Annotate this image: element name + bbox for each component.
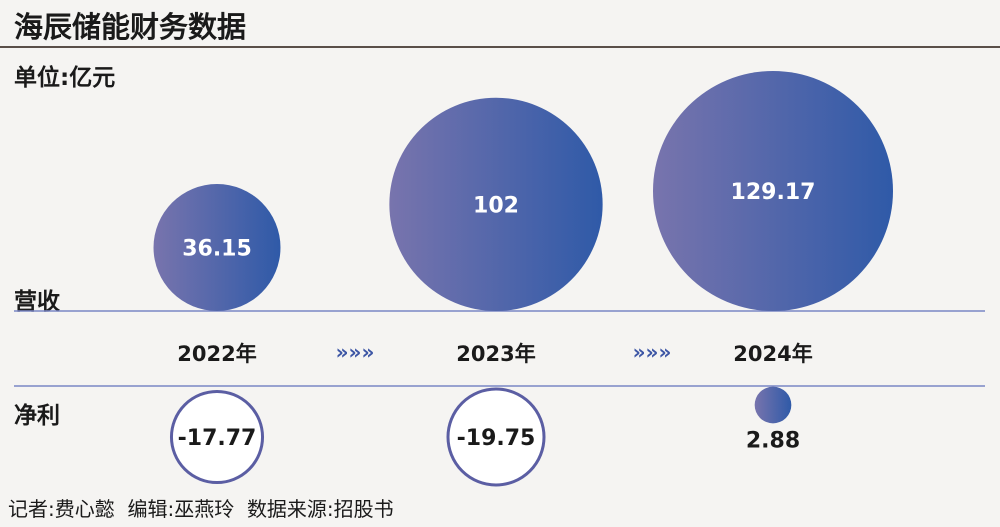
title-underline	[0, 46, 1000, 48]
category-label-2: 2024年	[733, 342, 812, 366]
category-labels: 2022年 2023年 2024年	[177, 342, 812, 366]
credit-editor: 编辑:巫燕玲	[127, 497, 235, 521]
profit-value-label-0: -17.77	[178, 426, 257, 451]
separators: »»» »»»	[336, 340, 672, 364]
profit-value-label-2: 2.88	[746, 428, 800, 453]
category-label-0: 2022年	[177, 342, 256, 366]
revenue-bubble-0	[153, 184, 281, 311]
profit-bubble-0	[169, 389, 265, 485]
credit-reporter: 记者:费心懿	[8, 497, 115, 521]
profit-row-label: 净利	[14, 403, 60, 429]
revenue-bubble-1	[389, 97, 603, 311]
revenue-value-label-1: 102	[473, 193, 519, 218]
separator-arrows-0: »»»	[336, 340, 375, 364]
revenue-value-label-0: 36.15	[182, 237, 252, 262]
profit-value-label-1: -19.75	[457, 426, 536, 451]
revenue-bubble-2	[653, 71, 893, 311]
separator-arrows-1: »»»	[633, 340, 672, 364]
unit-label: 单位:亿元	[14, 65, 116, 91]
credits-line: 记者:费心懿 编辑:巫燕玲 数据来源:招股书	[8, 493, 394, 522]
profit-bubble-1	[446, 387, 546, 487]
revenue-bubbles: 36.15 102 129.17	[153, 71, 893, 311]
chart-title: 海辰储能财务数据	[14, 10, 247, 44]
revenue-value-label-2: 129.17	[731, 180, 816, 205]
category-label-1: 2023年	[456, 342, 535, 366]
profit-bubbles: -17.77 -19.75 2.88	[169, 386, 800, 487]
profit-bubble-2	[754, 386, 792, 424]
credit-source: 数据来源:招股书	[246, 497, 394, 521]
